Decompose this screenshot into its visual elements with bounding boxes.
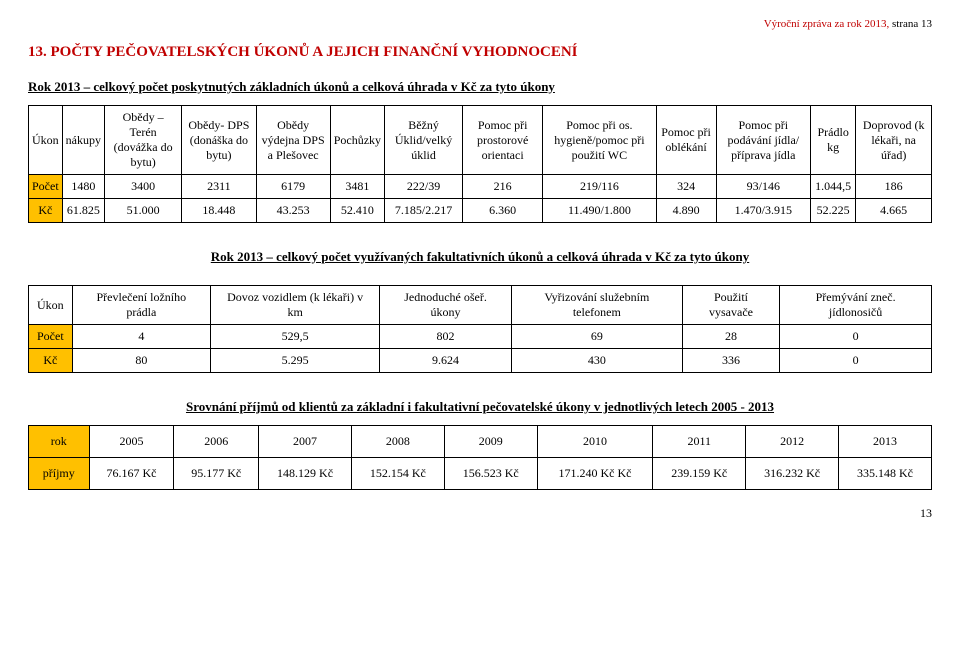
table-income-compare: rok 2005 2006 2007 2008 2009 2010 2011 2… [28, 425, 932, 490]
t2-kc-label: Kč [29, 349, 73, 373]
t2-k0: 80 [72, 349, 210, 373]
t1-h0: Úkon [29, 106, 63, 175]
t2-pocet-label: Počet [29, 325, 73, 349]
t1-p1: 3400 [105, 175, 182, 199]
table2-header-row: Úkon Převlečení ložního prádla Dovoz voz… [29, 286, 932, 325]
t3-y5: 2010 [537, 426, 653, 458]
t2-p4: 28 [682, 325, 779, 349]
t2-h0: Úkon [29, 286, 73, 325]
t1-k9: 1.470/3.915 [716, 199, 810, 223]
table3-caption: Srovnání příjmů od klientů za základní i… [28, 399, 932, 415]
t1-h7: Pomoc při prostorové orientaci [463, 106, 543, 175]
t2-h4: Vyřizování služebním telefonem [511, 286, 682, 325]
t1-p9: 93/146 [716, 175, 810, 199]
t3-y0: 2005 [89, 426, 174, 458]
t1-p7: 219/116 [543, 175, 656, 199]
t1-p0: 1480 [62, 175, 104, 199]
t3-v3: 152.154 Kč [351, 458, 444, 490]
t1-k0: 61.825 [62, 199, 104, 223]
header-page: strana 13 [892, 18, 932, 30]
t3-y3: 2008 [351, 426, 444, 458]
t2-p3: 69 [511, 325, 682, 349]
header-title: Výroční zpráva za rok 2013, [764, 18, 890, 30]
t1-pocet-label: Počet [29, 175, 63, 199]
t3-v0: 76.167 Kč [89, 458, 174, 490]
table1-row-pocet: Počet 1480 3400 2311 6179 3481 222/39 21… [29, 175, 932, 199]
t3-v6: 239.159 Kč [653, 458, 746, 490]
table3-row-values: příjmy 76.167 Kč 95.177 Kč 148.129 Kč 15… [29, 458, 932, 490]
t1-k11: 4.665 [856, 199, 932, 223]
t1-k5: 7.185/2.217 [385, 199, 463, 223]
t1-p3: 6179 [256, 175, 330, 199]
t1-k8: 4.890 [656, 199, 716, 223]
table1-header-row: Úkon nákupy Obědy – Terén (dovážka do by… [29, 106, 932, 175]
t1-h11: Prádlo kg [811, 106, 856, 175]
t1-h1: nákupy [62, 106, 104, 175]
t1-kc-label: Kč [29, 199, 63, 223]
t1-k6: 6.360 [463, 199, 543, 223]
table3-header-row: rok 2005 2006 2007 2008 2009 2010 2011 2… [29, 426, 932, 458]
t1-h9: Pomoc při oblékání [656, 106, 716, 175]
t3-y2: 2007 [259, 426, 352, 458]
t2-h5: Použití vysavače [682, 286, 779, 325]
t3-y7: 2012 [746, 426, 839, 458]
page-header: Výroční zpráva za rok 2013, strana 13 [28, 18, 932, 30]
t2-k1: 5.295 [210, 349, 379, 373]
t3-y8: 2013 [839, 426, 932, 458]
table2-row-kc: Kč 80 5.295 9.624 430 336 0 [29, 349, 932, 373]
t1-h2: Obědy – Terén (dovážka do bytu) [105, 106, 182, 175]
table-optional-tasks: Úkon Převlečení ložního prádla Dovoz voz… [28, 285, 932, 373]
t2-p0: 4 [72, 325, 210, 349]
t3-v2: 148.129 Kč [259, 458, 352, 490]
t1-h5: Pochůzky [330, 106, 384, 175]
t2-p1: 529,5 [210, 325, 379, 349]
table2-row-pocet: Počet 4 529,5 802 69 28 0 [29, 325, 932, 349]
t2-h6: Přemývání zneč. jídlonosičů [780, 286, 932, 325]
t3-v1: 95.177 Kč [174, 458, 259, 490]
t1-h4: Obědy výdejna DPS a Plešovec [256, 106, 330, 175]
t2-k3: 430 [511, 349, 682, 373]
t2-k4: 336 [682, 349, 779, 373]
t1-k1: 51.000 [105, 199, 182, 223]
t2-h2: Dovoz vozidlem (k lékaři) v km [210, 286, 379, 325]
t1-p8: 324 [656, 175, 716, 199]
t2-p2: 802 [380, 325, 512, 349]
t2-k5: 0 [780, 349, 932, 373]
t1-p4: 3481 [330, 175, 384, 199]
t3-v8: 335.148 Kč [839, 458, 932, 490]
table2-caption: Rok 2013 – celkový počet využívaných fak… [211, 249, 749, 265]
t1-k3: 43.253 [256, 199, 330, 223]
t3-y1: 2006 [174, 426, 259, 458]
t1-k10: 52.225 [811, 199, 856, 223]
t1-p2: 2311 [182, 175, 256, 199]
t2-h3: Jednoduché ošeř. úkony [380, 286, 512, 325]
t1-p6: 216 [463, 175, 543, 199]
t3-row-label: příjmy [29, 458, 90, 490]
t3-v5: 171.240 Kč Kč [537, 458, 653, 490]
t1-h8: Pomoc při os. hygieně/pomoc při použití … [543, 106, 656, 175]
t1-h3: Obědy- DPS (donáška do bytu) [182, 106, 256, 175]
t1-k2: 18.448 [182, 199, 256, 223]
table1-row-kc: Kč 61.825 51.000 18.448 43.253 52.410 7.… [29, 199, 932, 223]
t3-y6: 2011 [653, 426, 746, 458]
t1-p10: 1.044,5 [811, 175, 856, 199]
t2-p5: 0 [780, 325, 932, 349]
t3-v4: 156.523 Kč [444, 458, 537, 490]
t2-k2: 9.624 [380, 349, 512, 373]
table1-caption: Rok 2013 – celkový počet poskytnutých zá… [28, 79, 932, 95]
section-title: 13. POČTY PEČOVATELSKÝCH ÚKONŮ A JEJICH … [28, 44, 932, 61]
t1-p5: 222/39 [385, 175, 463, 199]
t1-h10: Pomoc při podávání jídla/ příprava jídla [716, 106, 810, 175]
t1-p11: 186 [856, 175, 932, 199]
t3-y4: 2009 [444, 426, 537, 458]
t1-k4: 52.410 [330, 199, 384, 223]
t1-h6: Běžný Úklid/velký úklid [385, 106, 463, 175]
t3-header-label: rok [29, 426, 90, 458]
t1-h12: Doprovod (k lékaři, na úřad) [856, 106, 932, 175]
footer-page-number: 13 [28, 506, 932, 521]
t3-v7: 316.232 Kč [746, 458, 839, 490]
t1-k7: 11.490/1.800 [543, 199, 656, 223]
t2-h1: Převlečení ložního prádla [72, 286, 210, 325]
table-basic-tasks: Úkon nákupy Obědy – Terén (dovážka do by… [28, 105, 932, 223]
